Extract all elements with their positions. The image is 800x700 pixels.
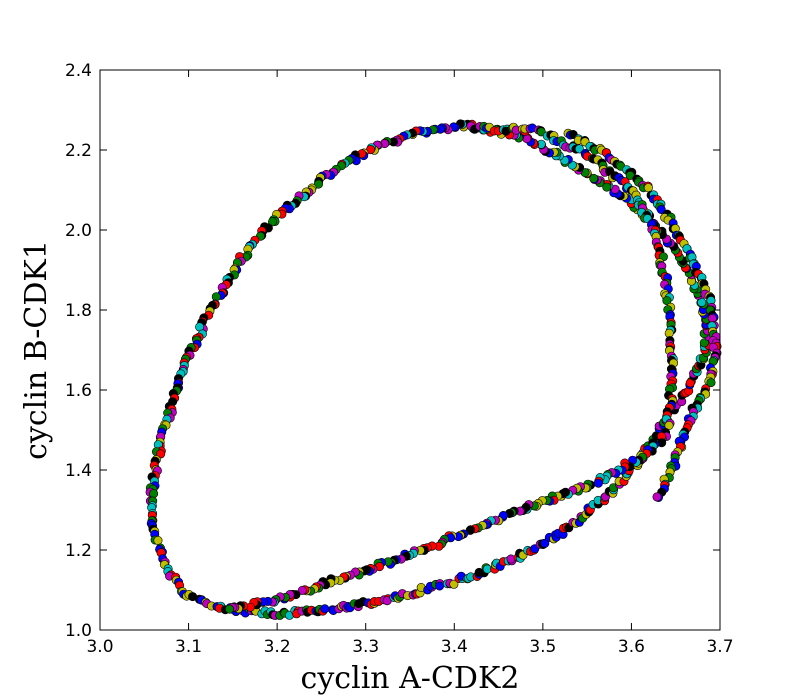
- y-tick-label: 2.2: [65, 141, 92, 161]
- x-tick-label: 3.4: [441, 637, 468, 657]
- x-tick-label: 3.2: [264, 637, 291, 657]
- data-point: [602, 182, 612, 192]
- data-point: [153, 535, 163, 545]
- y-tick-label: 1.6: [65, 381, 92, 401]
- data-point: [225, 604, 235, 614]
- y-tick-label: 1.0: [65, 621, 92, 641]
- data-points: [145, 119, 722, 620]
- data-point: [706, 378, 716, 388]
- data-point: [699, 338, 709, 348]
- y-axis: 1.0 1.2 1.4 1.6 1.8 2.0 2.2 2.4: [65, 61, 720, 641]
- y-tick-label: 2.4: [65, 61, 92, 81]
- x-axis-title: cyclin A-CDK2: [301, 661, 520, 696]
- data-point: [662, 296, 672, 306]
- x-tick-label: 3.6: [618, 637, 645, 657]
- x-axis: 3.0 3.1 3.2 3.3 3.4 3.5 3.6 3.7: [86, 70, 734, 657]
- y-axis-title: cyclin B-CDK1: [19, 240, 54, 460]
- x-tick-label: 3.1: [175, 637, 202, 657]
- plot-frame: [99, 69, 721, 631]
- data-point: [466, 525, 476, 535]
- y-tick-label: 1.2: [65, 541, 92, 561]
- data-point: [589, 173, 599, 183]
- y-tick-label: 1.8: [65, 301, 92, 321]
- data-point: [652, 492, 662, 502]
- data-point: [435, 581, 445, 591]
- data-point: [643, 183, 653, 193]
- data-point: [593, 478, 603, 488]
- y-tick-label: 2.0: [65, 221, 92, 241]
- data-point: [449, 579, 459, 589]
- data-point: [320, 604, 330, 614]
- x-tick-label: 3.0: [86, 637, 113, 657]
- data-point: [656, 205, 666, 215]
- x-tick-label: 3.7: [706, 637, 733, 657]
- data-point: [297, 585, 307, 595]
- x-tick-label: 3.5: [529, 637, 556, 657]
- x-tick-label: 3.3: [352, 637, 379, 657]
- y-tick-label: 1.4: [65, 461, 92, 481]
